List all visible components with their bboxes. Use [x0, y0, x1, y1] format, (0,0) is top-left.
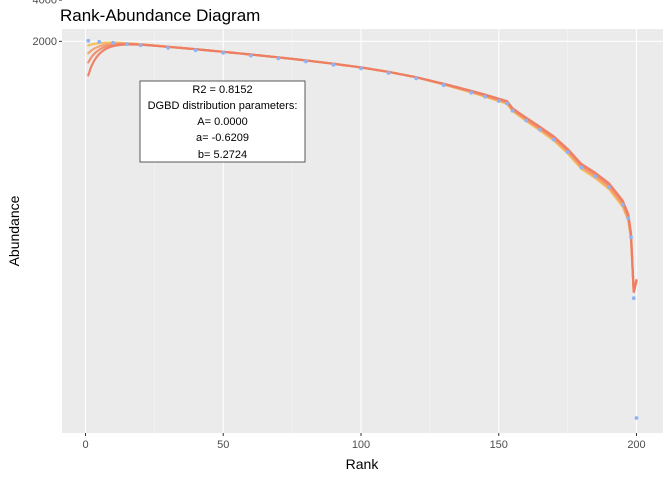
data-point — [331, 62, 336, 67]
x-tick-label: 0 — [82, 439, 88, 451]
data-point — [193, 48, 198, 53]
data-point — [97, 39, 102, 44]
data-point — [248, 53, 253, 58]
annotation-r2: R2 = 0.8152 — [192, 84, 252, 96]
data-point — [565, 150, 570, 155]
data-point — [124, 42, 129, 46]
data-point — [414, 76, 418, 81]
annotation-box: R2 = 0.8152 DGBD distribution parameters… — [139, 80, 306, 163]
data-point — [607, 185, 611, 190]
data-point — [386, 71, 391, 75]
data-point — [629, 235, 633, 240]
chart-title: Rank-Abundance Diagram — [60, 6, 260, 25]
annotation-param-a-upper: A= 0.0000 — [197, 116, 247, 128]
data-point — [538, 127, 542, 132]
x-tick-label: 150 — [490, 439, 508, 451]
data-points — [86, 38, 639, 420]
data-point — [276, 56, 281, 61]
data-point — [111, 40, 115, 45]
data-point — [579, 165, 584, 170]
annotation-param-b: b= 5.2724 — [198, 149, 247, 161]
data-point — [626, 216, 631, 221]
annotation-param-a-lower: a= -0.6209 — [196, 132, 249, 144]
x-axis-title: Rank — [346, 456, 380, 472]
x-tick-label: 100 — [352, 439, 370, 451]
data-point — [221, 51, 226, 55]
data-point — [620, 202, 625, 207]
data-point — [441, 83, 446, 88]
data-point — [138, 43, 143, 48]
x-tick-label: 50 — [217, 439, 229, 451]
y-tick-label: 4000 — [33, 0, 57, 7]
data-point — [166, 45, 171, 50]
data-point — [551, 137, 556, 142]
y-tick-label: 2000 — [33, 36, 57, 48]
y-axis-title: Abundance — [6, 195, 22, 266]
data-point — [505, 101, 509, 106]
data-point — [483, 94, 487, 99]
data-point — [593, 174, 598, 179]
annotation-border — [139, 80, 306, 163]
data-point — [524, 118, 529, 123]
annotation-heading: DGBD distribution parameters: — [148, 100, 298, 112]
data-point — [510, 108, 515, 113]
data-point — [469, 90, 474, 95]
gridlines — [62, 0, 663, 433]
data-point — [359, 66, 363, 71]
data-point — [304, 59, 308, 64]
data-point — [86, 38, 91, 43]
data-point — [631, 296, 636, 301]
data-point — [496, 99, 501, 103]
axes: 0501001502002000400060008000 — [33, 0, 646, 451]
data-point — [634, 416, 639, 420]
x-tick-label: 200 — [627, 439, 645, 451]
